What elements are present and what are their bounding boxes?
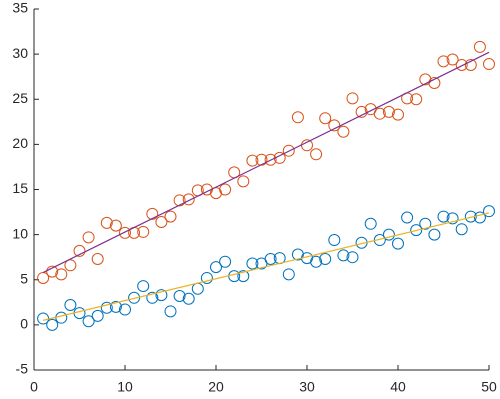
point xyxy=(401,211,414,224)
point xyxy=(319,112,332,125)
x-tick-label: 0 xyxy=(30,379,38,395)
point xyxy=(119,303,131,316)
point xyxy=(246,154,259,167)
point xyxy=(237,175,250,188)
y-tick-label: 15 xyxy=(12,180,28,196)
point xyxy=(373,107,386,120)
point xyxy=(219,183,232,196)
point xyxy=(410,224,423,237)
y-tick-label: 30 xyxy=(12,45,28,61)
x-tick-label: 20 xyxy=(208,379,224,395)
point xyxy=(437,210,450,223)
point xyxy=(155,289,168,302)
point xyxy=(464,58,477,71)
x-tick-label: 10 xyxy=(117,379,133,395)
point xyxy=(137,225,150,238)
point xyxy=(382,105,395,118)
point xyxy=(483,58,495,71)
y-tick-label: 0 xyxy=(20,316,28,332)
point xyxy=(483,205,495,218)
point xyxy=(173,194,186,207)
point xyxy=(473,211,486,224)
point xyxy=(382,228,395,241)
point xyxy=(337,249,350,262)
x-tick-label: 30 xyxy=(299,379,315,395)
point xyxy=(301,139,313,152)
point xyxy=(73,307,86,320)
x-tick-label: 50 xyxy=(481,379,497,395)
point xyxy=(291,111,304,124)
point xyxy=(237,270,250,283)
point xyxy=(219,255,232,268)
point xyxy=(392,108,404,121)
point xyxy=(100,301,113,314)
point xyxy=(264,252,277,265)
point xyxy=(246,257,259,270)
point xyxy=(82,315,95,328)
point xyxy=(155,215,168,228)
point xyxy=(109,300,122,313)
point xyxy=(173,289,186,302)
point xyxy=(446,53,459,66)
point xyxy=(91,252,104,265)
point xyxy=(146,207,159,220)
point xyxy=(137,280,150,293)
point xyxy=(55,311,68,324)
point xyxy=(410,93,423,106)
point xyxy=(446,212,459,225)
point xyxy=(264,153,277,166)
point xyxy=(64,259,77,272)
point xyxy=(73,244,86,257)
point xyxy=(46,265,59,278)
point xyxy=(282,144,295,157)
point xyxy=(328,234,341,247)
point xyxy=(210,261,222,274)
point xyxy=(428,77,441,90)
point xyxy=(182,292,195,305)
y-tick-label: -5 xyxy=(16,361,29,377)
y-tick-label: 35 xyxy=(12,0,28,16)
point xyxy=(100,216,113,229)
point xyxy=(428,228,441,241)
point xyxy=(392,237,404,250)
y-tick-label: 20 xyxy=(12,135,28,151)
point xyxy=(455,58,468,71)
fit-line xyxy=(42,51,490,274)
point xyxy=(82,231,95,244)
point xyxy=(200,271,213,284)
point xyxy=(310,148,323,161)
x-tick-label: 40 xyxy=(390,379,406,395)
point xyxy=(146,291,159,304)
fit-line xyxy=(42,212,490,321)
point xyxy=(109,219,122,232)
point xyxy=(182,193,195,206)
point xyxy=(455,223,468,236)
y-tick-label: 10 xyxy=(12,225,28,241)
point xyxy=(337,125,350,138)
point xyxy=(164,210,177,223)
point xyxy=(310,255,323,268)
point xyxy=(346,92,359,105)
point xyxy=(164,305,177,318)
point xyxy=(119,226,131,239)
point xyxy=(364,217,377,230)
point xyxy=(437,55,450,68)
point xyxy=(191,282,204,295)
point xyxy=(46,318,59,331)
point xyxy=(282,268,295,281)
point xyxy=(55,268,68,281)
point xyxy=(64,299,77,312)
y-tick-label: 5 xyxy=(20,270,28,286)
point xyxy=(419,217,432,230)
point xyxy=(91,309,104,322)
point xyxy=(128,291,141,304)
y-tick-label: 25 xyxy=(12,90,28,106)
point xyxy=(319,252,332,265)
point xyxy=(473,40,486,53)
point xyxy=(346,251,359,264)
